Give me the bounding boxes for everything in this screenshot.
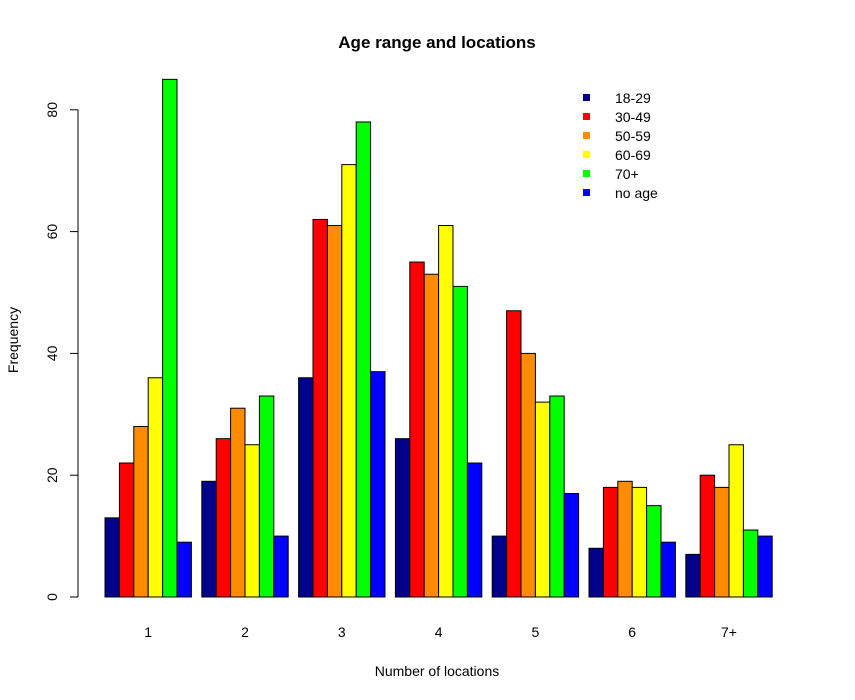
bar [230,407,246,598]
x-tick-label: 4 [435,624,443,640]
bar [728,444,744,598]
bar [602,486,619,598]
bar [298,377,314,598]
legend-swatch [583,170,590,177]
bar [370,371,386,598]
bar [631,486,648,598]
bar [466,462,483,598]
bar [757,535,773,598]
bar [133,425,149,598]
bar [341,164,357,598]
bar [104,517,120,598]
bar [438,225,454,598]
y-tick-label: 20 [44,467,60,483]
bar [699,474,716,598]
y-axis-label: Frequency [5,307,21,373]
bar [534,401,551,598]
y-tick-label: 0 [44,593,60,601]
bar [563,492,580,598]
bar [176,541,192,598]
bar [118,462,135,598]
bar [147,377,164,598]
x-tick-label: 5 [532,624,540,640]
bar [394,438,411,598]
x-tick-label: 6 [628,624,636,640]
bar [312,218,328,598]
bar [215,438,232,598]
legend-swatch [583,94,590,101]
legend-entry: no age [615,185,658,201]
legend-entry: 18-29 [615,90,651,106]
bar [660,541,676,598]
bar [549,395,565,598]
legend-entry: 50-59 [615,128,651,144]
x-tick-label: 3 [338,624,346,640]
bar [244,444,260,598]
legend-swatch [583,132,590,139]
x-tick-label: 1 [144,624,152,640]
legend-swatch [583,113,590,120]
chart-title: Age range and locations [338,33,535,52]
x-axis-ticks: 1 2 3 4 5 6 7+ [144,624,737,640]
bar [409,261,425,598]
bar [162,78,178,598]
y-tick-label: 40 [44,345,60,361]
legend: 18-29 30-49 50-59 60-69 70+ no age [583,90,658,201]
bar [617,480,633,598]
y-axis: 0 20 40 60 80 [44,102,79,601]
bar [588,547,604,598]
bar [714,486,730,598]
legend-swatch [583,189,590,196]
bar [201,480,217,598]
bar [423,273,440,598]
x-tick-label: 7+ [721,624,737,640]
bar [452,285,468,598]
bar [520,352,536,598]
x-tick-label: 2 [241,624,249,640]
x-axis-label: Number of locations [375,663,500,679]
bar [491,535,508,598]
y-tick-label: 60 [44,224,60,240]
bar [742,529,759,598]
bars-group [104,78,773,598]
bar [273,535,289,598]
bar [326,225,343,598]
legend-swatch [583,151,590,158]
legend-entry: 30-49 [615,109,651,125]
legend-entry: 70+ [615,166,639,182]
bar [506,310,522,598]
bar [355,121,372,598]
bar [685,553,701,598]
bar [258,395,275,598]
legend-entry: 60-69 [615,147,651,163]
bar [646,505,662,598]
y-tick-label: 80 [44,102,60,118]
